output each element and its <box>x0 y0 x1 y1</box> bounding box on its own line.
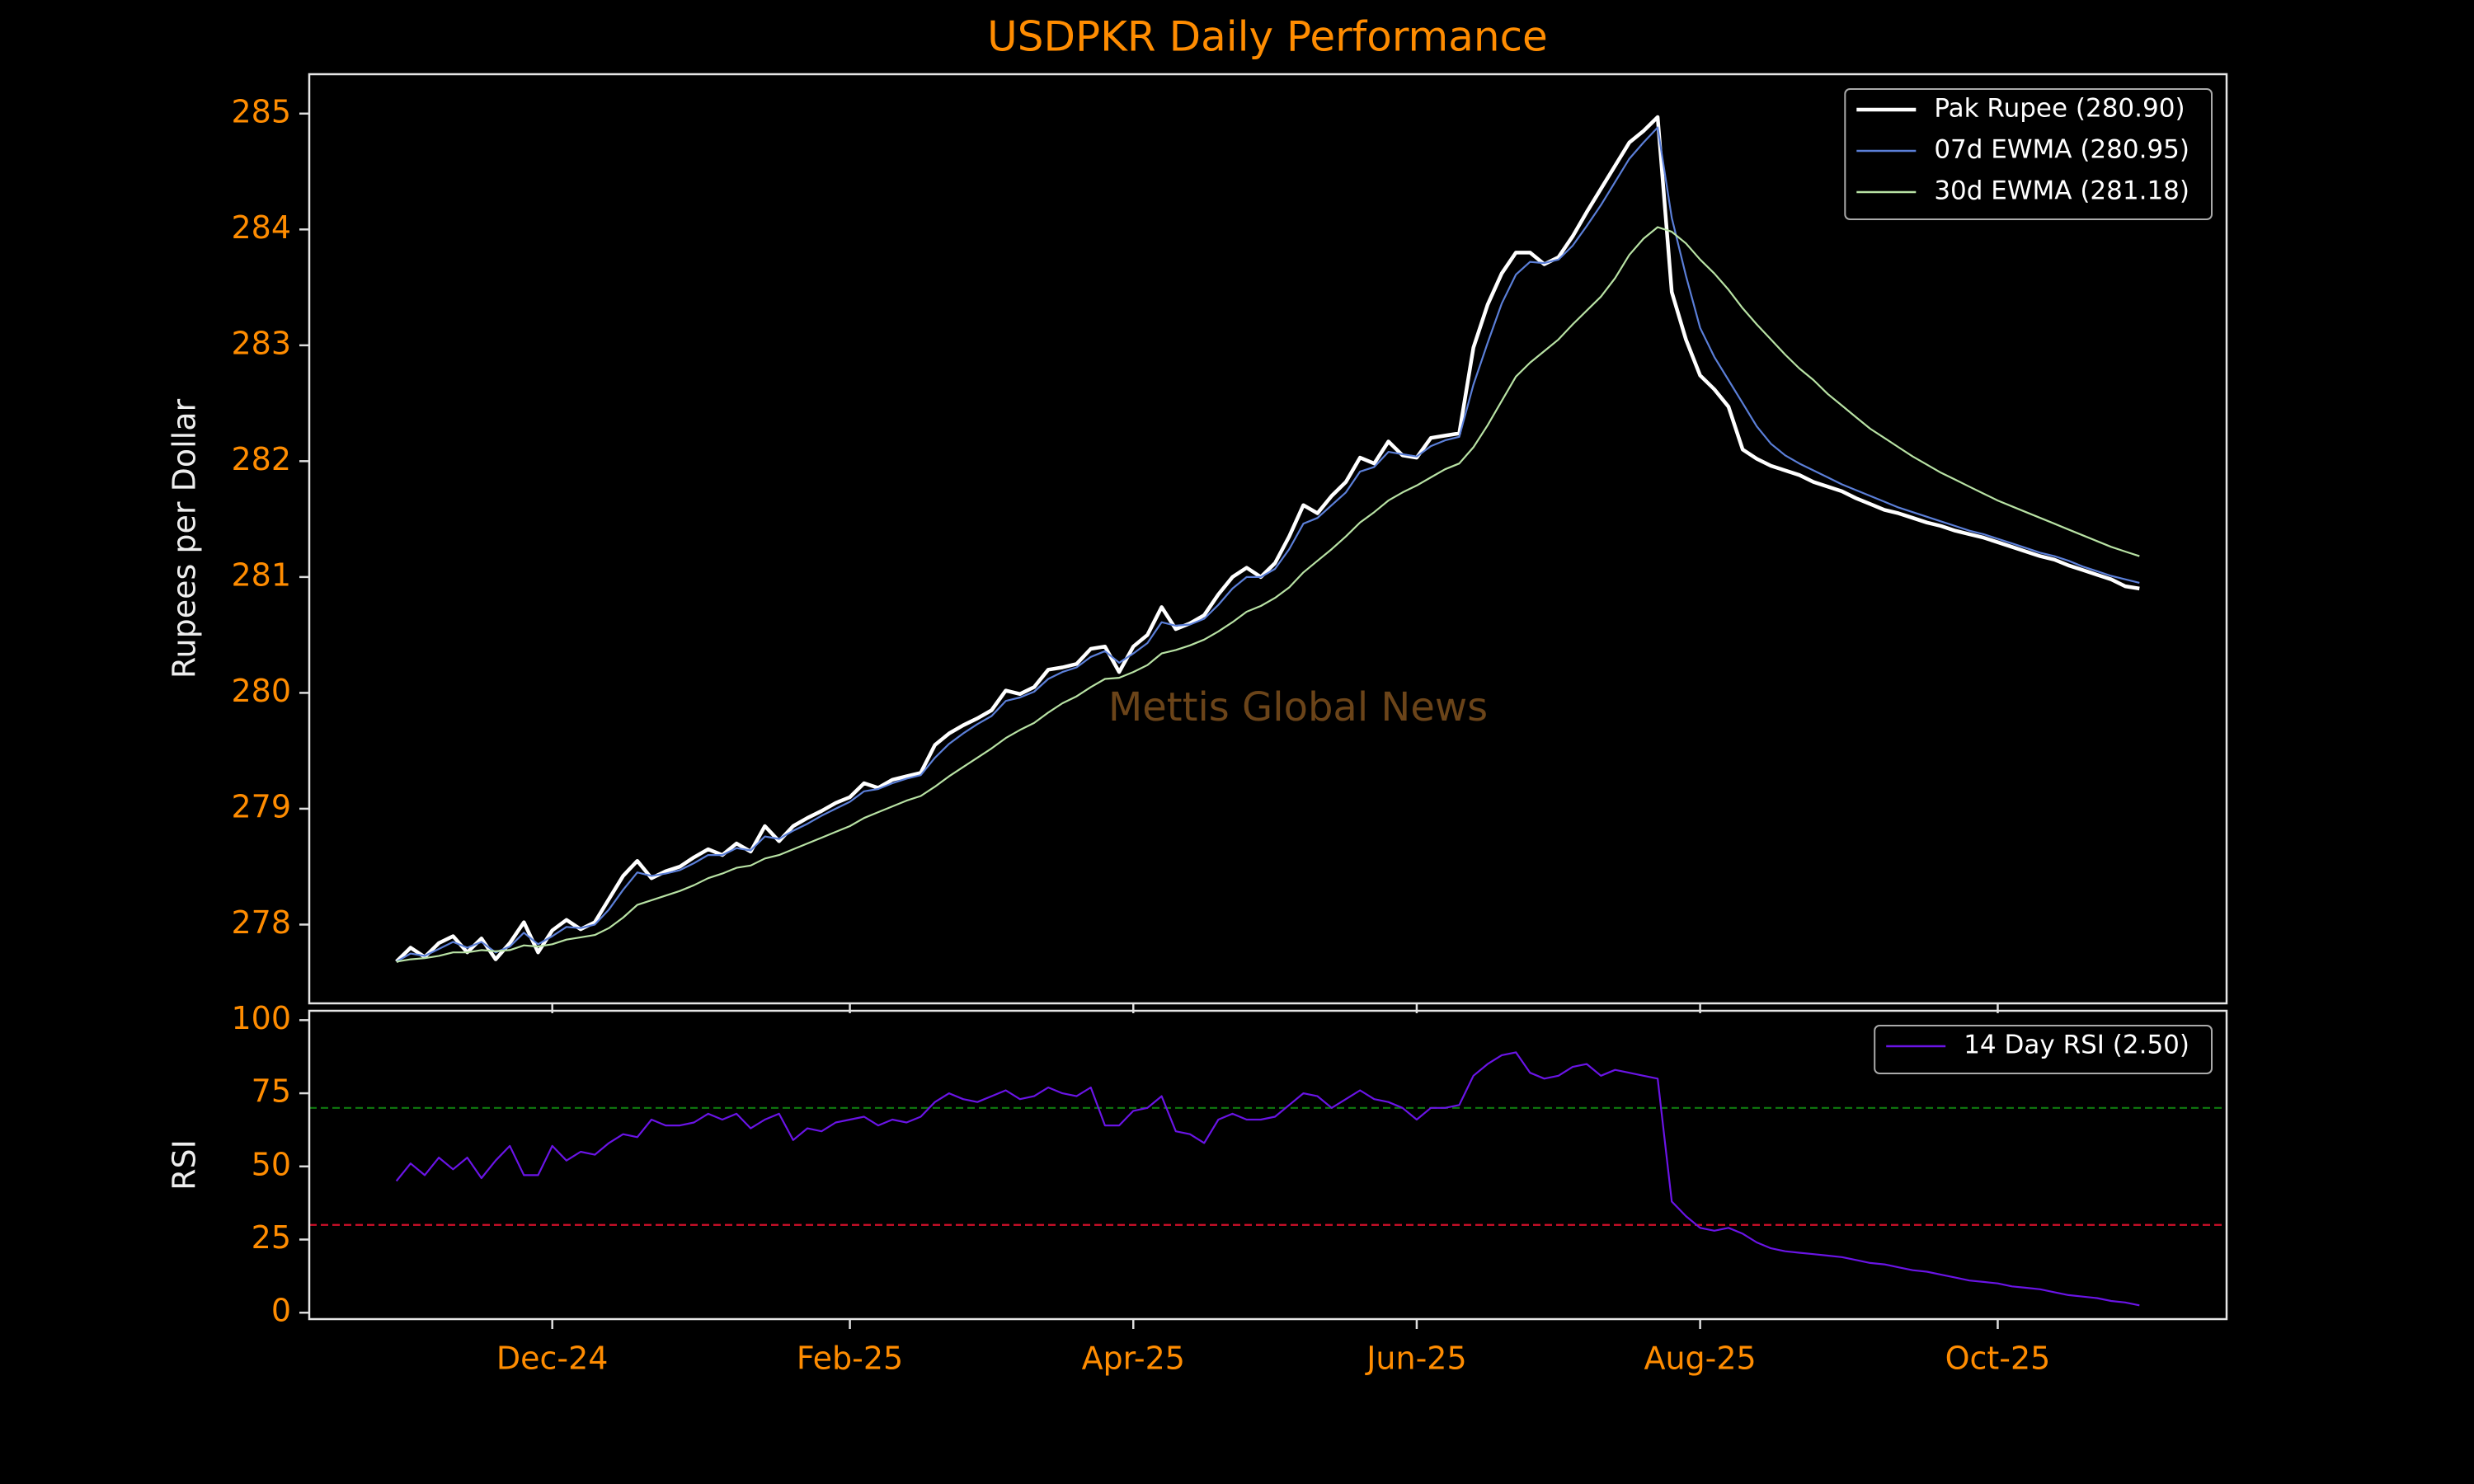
y-axis-label: RSI <box>167 1139 203 1190</box>
y-tick-label: 75 <box>252 1073 291 1110</box>
y-tick-label: 285 <box>231 93 291 129</box>
y-tick-label: 279 <box>231 788 291 824</box>
y-tick-label: 0 <box>271 1293 291 1329</box>
x-tick-label: Apr-25 <box>1082 1341 1185 1377</box>
x-tick-label: Feb-25 <box>797 1341 903 1377</box>
plot-frame <box>308 73 2228 1005</box>
x-tick-label: Dec-24 <box>496 1341 609 1377</box>
y-tick-label: 278 <box>231 904 291 941</box>
y-tick-label: 25 <box>252 1219 291 1256</box>
series-line <box>395 1051 2140 1307</box>
y-tick-label: 281 <box>231 556 291 593</box>
x-tick-label: Aug-25 <box>1644 1341 1756 1377</box>
legend-label: 07d EWMA (280.95) <box>1934 135 2189 165</box>
legend-label: 30d EWMA (281.18) <box>1934 176 2189 206</box>
y-tick-label: 50 <box>252 1146 291 1182</box>
y-tick-label: 282 <box>231 441 291 477</box>
x-tick-label: Jun-25 <box>1365 1341 1466 1377</box>
y-tick-label: 280 <box>231 673 291 709</box>
series-line <box>396 126 2140 963</box>
watermark: Mettis Global News <box>1108 684 1488 730</box>
legend: 14 Day RSI (2.50) <box>1874 1025 2213 1074</box>
legend-label: Pak Rupee (280.90) <box>1934 94 2185 124</box>
y-tick-label: 100 <box>231 1000 291 1036</box>
series-line <box>396 226 2140 963</box>
legend-box <box>1874 1025 2213 1074</box>
chart-title: USDPKR Daily Performance <box>987 13 1548 61</box>
y-tick-label: 284 <box>231 209 291 246</box>
plot-frame <box>308 1009 2228 1321</box>
x-tick-label: Oct-25 <box>1945 1341 2051 1377</box>
y-axis-label: Rupees per Dollar <box>167 398 203 679</box>
legend: Pak Rupee (280.90) 07d EWMA (280.95) 30d E… <box>1844 88 2213 220</box>
y-tick-label: 283 <box>231 325 291 361</box>
series-line <box>395 115 2140 964</box>
legend-box <box>1844 88 2213 220</box>
legend-label: 14 Day RSI (2.50) <box>1964 1031 2189 1060</box>
